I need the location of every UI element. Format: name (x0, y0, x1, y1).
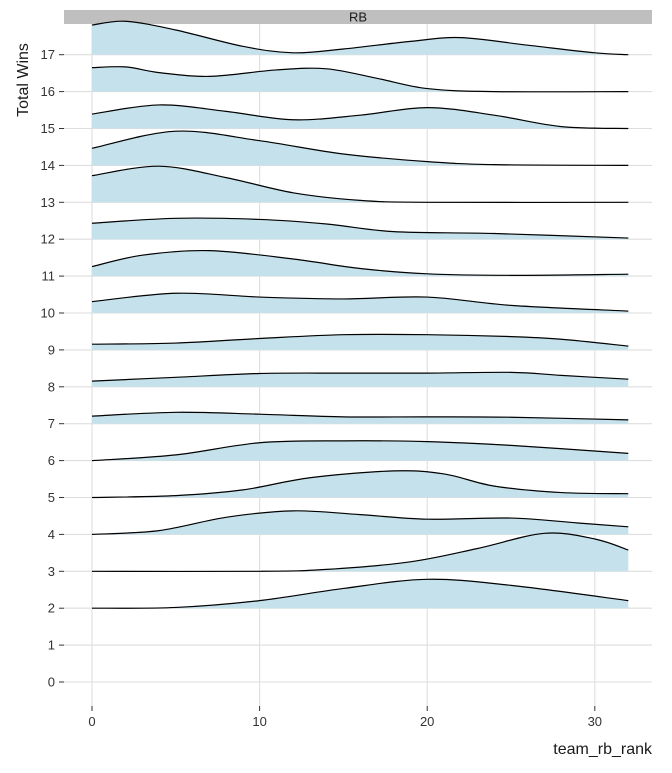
y-tick-label: 6 (48, 453, 55, 468)
ridge-line-3 (91, 532, 629, 573)
ridge-line-11 (91, 249, 629, 276)
x-tick-label: 30 (588, 714, 602, 729)
ridge-area-13 (92, 166, 629, 203)
ridge-line-7 (91, 411, 629, 421)
facet-strip-label: RB (349, 10, 367, 25)
ridge-line-15 (91, 104, 629, 130)
ridge-level-16 (91, 66, 629, 93)
ridge-level-11 (91, 249, 629, 277)
ridge-area-7 (92, 412, 629, 424)
ridge-level-6 (91, 440, 629, 462)
ridge-area-15 (92, 104, 629, 129)
y-tick-label: 9 (48, 342, 55, 357)
ridge-level-15 (91, 104, 629, 130)
y-tick-label: 17 (41, 47, 55, 62)
ridge-line-5 (91, 470, 629, 499)
ridge-line-17 (91, 20, 629, 56)
ridge-area-8 (92, 372, 629, 387)
ridge-line-12 (91, 217, 629, 239)
ridge-line-6 (91, 440, 629, 462)
x-axis-label: team_rb_rank (553, 741, 653, 758)
ridge-line-16 (91, 66, 629, 93)
ridge-level-13 (91, 165, 629, 204)
ridge-area-9 (92, 334, 629, 350)
ridge-area-3 (92, 532, 629, 572)
y-tick-label: 1 (48, 638, 55, 653)
ridge-line-8 (91, 371, 629, 382)
y-tick-label: 11 (42, 269, 56, 284)
y-tick-label: 12 (41, 232, 55, 247)
ridge-area-16 (92, 66, 629, 92)
y-tick-label: 3 (48, 564, 55, 579)
ridge-area-5 (92, 470, 629, 498)
ridges-layer (91, 20, 629, 609)
ridge-level-3 (91, 532, 629, 573)
ridge-area-4 (92, 510, 629, 535)
ridge-level-2 (91, 578, 629, 609)
ridge-level-8 (91, 371, 629, 387)
ridge-line-2 (91, 578, 629, 609)
y-tick-label: 8 (48, 379, 55, 394)
x-axis-ticks: 0 10 20 30 (88, 706, 602, 729)
ridge-line-4 (91, 510, 629, 535)
ridge-line-14 (91, 130, 629, 166)
ridge-area-17 (92, 21, 629, 55)
y-tick-label: 16 (41, 84, 55, 99)
y-tick-label: 5 (48, 490, 55, 505)
y-tick-label: 2 (48, 601, 55, 616)
y-tick-label: 0 (48, 675, 55, 690)
ridge-area-11 (92, 250, 629, 277)
ridge-level-5 (91, 470, 629, 499)
y-axis-label: Total Wins (15, 43, 32, 117)
x-tick-label: 0 (88, 714, 95, 729)
ridge-area-14 (92, 131, 629, 166)
y-tick-label: 14 (41, 158, 55, 173)
ridge-level-9 (91, 333, 629, 350)
y-tick-label: 15 (41, 121, 55, 136)
y-tick-label: 4 (48, 527, 55, 542)
facet-strip (64, 10, 652, 24)
ridge-line-13 (91, 165, 629, 204)
y-tick-label: 10 (41, 306, 55, 321)
ridge-level-7 (91, 411, 629, 424)
y-tick-label: 7 (48, 416, 55, 431)
x-tick-label: 20 (420, 714, 434, 729)
ridge-area-6 (92, 440, 629, 461)
ridge-line-9 (91, 333, 629, 347)
ridge-line-10 (91, 292, 629, 312)
ridge-level-4 (91, 510, 629, 535)
ridge-level-17 (91, 20, 629, 56)
ridge-level-14 (91, 130, 629, 166)
ridge-area-2 (92, 579, 629, 609)
ridge-area-10 (92, 293, 629, 313)
ridge-level-12 (91, 217, 629, 240)
y-tick-label: 13 (41, 195, 55, 210)
x-tick-label: 10 (252, 714, 266, 729)
ridge-level-10 (91, 292, 629, 313)
